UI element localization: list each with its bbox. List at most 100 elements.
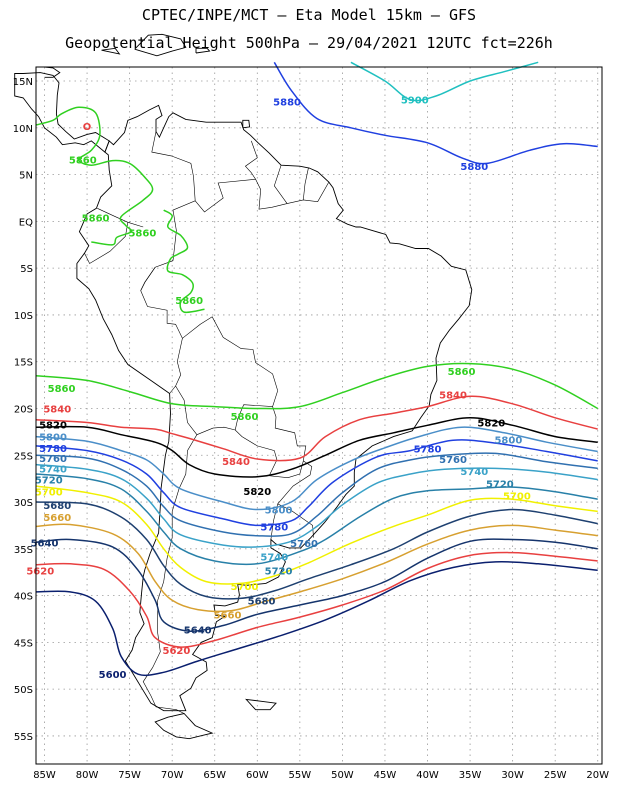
contour-5900 bbox=[350, 61, 539, 102]
lat-tick-label: 55S bbox=[14, 732, 33, 743]
border-line bbox=[142, 385, 198, 714]
contour-label: 5860 bbox=[448, 367, 476, 378]
contour-label: 5800 bbox=[39, 433, 67, 444]
contour-5860 bbox=[35, 106, 154, 246]
contour-label: 5780 bbox=[414, 445, 442, 456]
caribbean-coastline bbox=[242, 119, 251, 129]
contour-label: 5800 bbox=[494, 435, 522, 446]
lon-tick-label: 80W bbox=[76, 770, 99, 781]
lat-tick-label: 20S bbox=[14, 404, 33, 415]
contour-5680 bbox=[35, 501, 598, 600]
contour-label: 5700 bbox=[503, 491, 531, 502]
contour-label: 5860 bbox=[231, 412, 259, 423]
title-line-2: Geopotential Height 500hPa – 29/04/2021 … bbox=[65, 34, 553, 52]
lon-tick-label: 40W bbox=[416, 770, 439, 781]
border-line bbox=[194, 140, 258, 213]
border-line bbox=[303, 167, 309, 200]
caribbean-coastline bbox=[101, 47, 121, 55]
lon-tick-label: 50W bbox=[331, 770, 354, 781]
border-line bbox=[151, 131, 196, 261]
contour-label: 5700 bbox=[35, 488, 63, 499]
contour-label: 5900 bbox=[401, 96, 429, 107]
contour-label: 5840 bbox=[222, 457, 250, 468]
contour-label: 5800 bbox=[265, 506, 293, 517]
contour-5820 bbox=[35, 417, 598, 478]
contour-label: 5760 bbox=[290, 539, 318, 550]
border-line bbox=[270, 503, 278, 540]
central-america-coastline bbox=[14, 72, 110, 153]
lat-tick-label: 15S bbox=[14, 358, 33, 369]
lon-tick-label: 75W bbox=[118, 770, 141, 781]
lat-tick-label: 10S bbox=[14, 311, 33, 322]
border-line bbox=[255, 179, 330, 210]
contour-5800 bbox=[35, 426, 598, 511]
border-line bbox=[84, 222, 129, 264]
contour-label: 5640 bbox=[31, 538, 59, 549]
contour-5760 bbox=[35, 452, 598, 537]
caribbean-coastline bbox=[134, 33, 187, 57]
contour-label: 5740 bbox=[460, 467, 488, 478]
axis-labels: 15N 10N 5N EQ 5S 10S 15S 20S 25S 30S 35S 40S 45S 50S 5… bbox=[13, 77, 609, 781]
lat-tick-label: 5N bbox=[19, 171, 33, 182]
contour-label: 5860 bbox=[175, 296, 203, 307]
contour-label: 5700 bbox=[231, 582, 259, 593]
lon-tick-label: 70W bbox=[161, 770, 184, 781]
contour-label: 5720 bbox=[35, 476, 63, 487]
lat-tick-label: 25S bbox=[14, 451, 33, 462]
contour-5720 bbox=[35, 473, 598, 566]
lat-tick-label: 10N bbox=[13, 124, 33, 135]
lat-tick-label: 15N bbox=[13, 77, 33, 88]
contour-5700 bbox=[35, 485, 598, 585]
contour-label: 5780 bbox=[260, 522, 288, 533]
contour-5640 bbox=[35, 538, 598, 632]
contour-label: 5880 bbox=[273, 98, 301, 109]
contour-5860 bbox=[35, 362, 599, 410]
contour-label: 5740 bbox=[39, 464, 67, 475]
lat-tick-label: EQ bbox=[19, 217, 33, 228]
contour-5840 bbox=[35, 395, 598, 462]
contour-label: 5680 bbox=[43, 501, 71, 512]
lat-tick-label: 5S bbox=[20, 264, 33, 275]
contour-label: 5720 bbox=[486, 479, 514, 490]
contour-5860 bbox=[163, 209, 205, 314]
contour-5880 bbox=[273, 61, 598, 165]
lon-tick-label: 20W bbox=[586, 770, 609, 781]
lon-tick-label: 25W bbox=[544, 770, 567, 781]
lon-tick-label: 35W bbox=[459, 770, 482, 781]
border-line bbox=[196, 426, 304, 479]
contour-label: 5620 bbox=[163, 646, 191, 657]
lon-tick-label: 60W bbox=[246, 770, 269, 781]
contour-5740 bbox=[35, 463, 598, 548]
lon-tick-label: 30W bbox=[501, 770, 524, 781]
contour-label: 5600 bbox=[99, 670, 127, 681]
height-contours bbox=[35, 61, 599, 677]
contour-label: 5760 bbox=[439, 455, 467, 466]
coastlines bbox=[14, 33, 473, 740]
contour-5600 bbox=[35, 560, 598, 677]
contour-label: 5820 bbox=[477, 419, 505, 430]
contour-label: 5620 bbox=[26, 566, 54, 577]
border-line bbox=[234, 390, 278, 431]
lat-tick-label: 35S bbox=[14, 545, 33, 556]
graticule bbox=[36, 67, 602, 764]
contour-5780 bbox=[35, 439, 598, 527]
contour-label: 5880 bbox=[460, 162, 488, 173]
tierra-del-fuego-coastline bbox=[154, 713, 214, 740]
contour-label: 5660 bbox=[43, 513, 71, 524]
contour-label: 5740 bbox=[260, 552, 288, 563]
lon-tick-label: 55W bbox=[289, 770, 312, 781]
title-line-1: CPTEC/INPE/MCT – Eta Model 15km – GFS bbox=[141, 6, 477, 24]
contour-label: 5760 bbox=[39, 454, 67, 465]
caribbean-coastline bbox=[44, 66, 61, 78]
border-line bbox=[140, 267, 156, 291]
contour-label: 5660 bbox=[214, 610, 242, 621]
lat-tick-label: 30S bbox=[14, 498, 33, 509]
lon-tick-label: 45W bbox=[374, 770, 397, 781]
contour-5620 bbox=[35, 551, 598, 648]
lat-tick-label: 40S bbox=[14, 592, 33, 603]
border-line bbox=[273, 165, 288, 204]
contour-label: 5840 bbox=[43, 404, 71, 415]
lat-tick-label: 45S bbox=[14, 638, 33, 649]
contour-label: 5860 bbox=[69, 156, 97, 167]
